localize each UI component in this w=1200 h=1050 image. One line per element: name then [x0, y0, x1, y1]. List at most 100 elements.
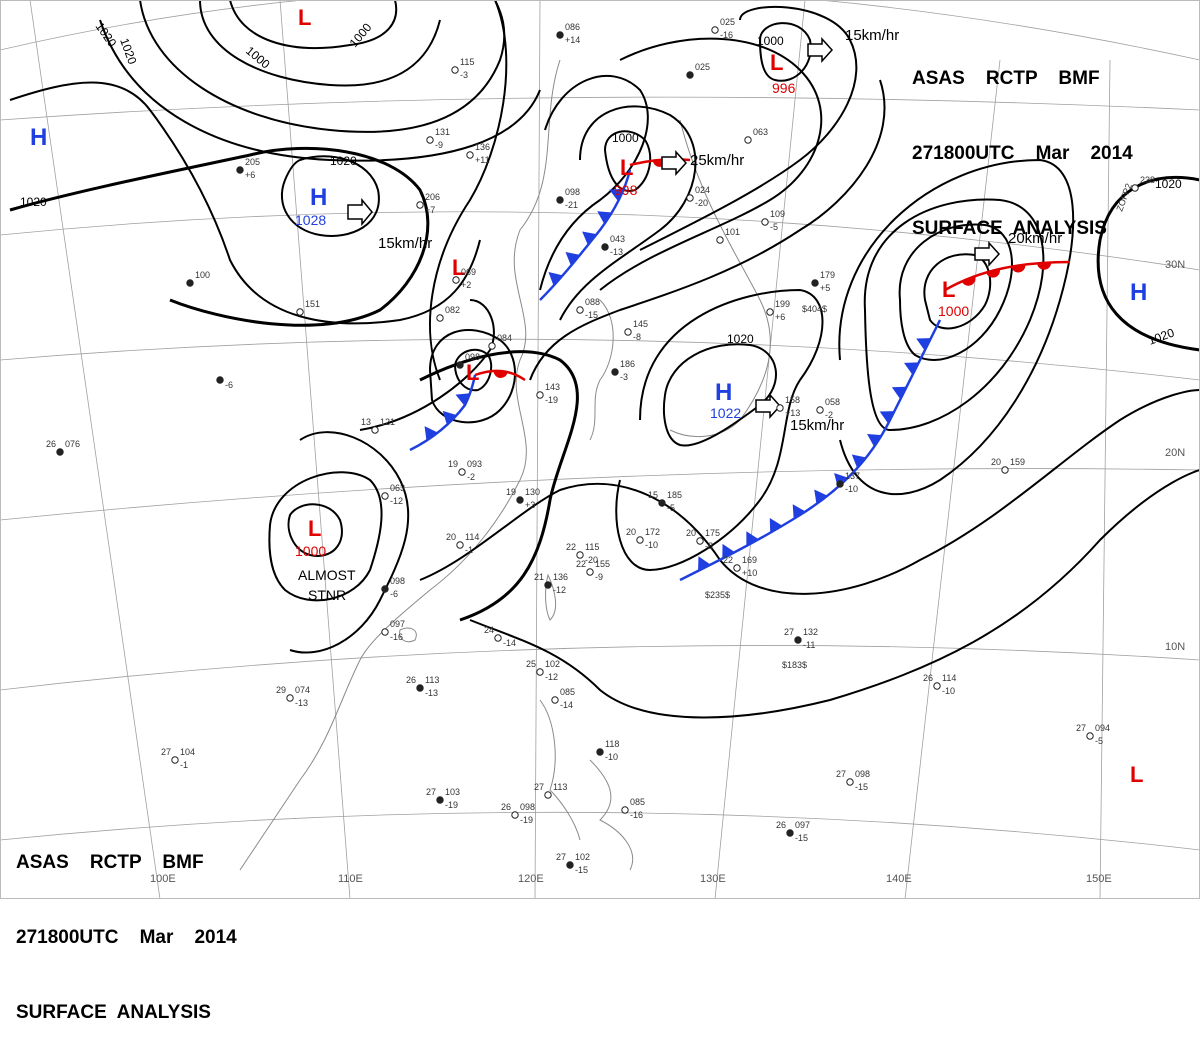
low-center-998-north-value: 998	[614, 182, 638, 198]
station-temperature: 27	[1076, 723, 1086, 733]
longitude-line-130e	[714, 0, 806, 899]
station-pressure: 088	[585, 297, 600, 307]
station-circle-icon	[466, 151, 474, 159]
station-temperature: 25	[526, 659, 536, 669]
station-plot: 186-3	[611, 359, 635, 382]
station-plot: 26 113 -13	[406, 675, 439, 698]
station-temperature: 19	[448, 459, 458, 469]
lon-label-120e: 120E	[518, 873, 544, 885]
isobar-1004-north-low	[199, 0, 441, 87]
isobar-label-2: 1000	[243, 44, 273, 72]
station-circle-icon	[556, 31, 564, 39]
station-plot: 179+5	[811, 270, 835, 293]
low-center-1000-south: L	[308, 516, 321, 541]
station-pressure: 155	[595, 559, 610, 569]
cold-front-triangle-icon	[891, 386, 907, 400]
station-circle-icon	[456, 361, 464, 369]
station-circle-icon	[786, 829, 794, 837]
station-circle-icon	[686, 71, 694, 79]
station-pressure-tendency: -3	[460, 70, 468, 80]
station-temperature: 26	[776, 820, 786, 830]
station-circle-icon	[744, 136, 752, 144]
station-pressure: 063	[390, 483, 405, 493]
station-pressure-tendency: -9	[435, 140, 443, 150]
station-plot: 206+7	[416, 192, 440, 215]
station-circle-icon	[371, 426, 379, 434]
station-circle-icon	[236, 166, 244, 174]
station-plot: 27 102 -15	[556, 852, 590, 875]
station-circle-icon	[576, 306, 584, 314]
station-pressure-tendency: -15	[795, 833, 808, 843]
high-center-east: H	[1130, 279, 1147, 306]
station-plot: 137-10	[836, 471, 860, 494]
symbol-text-2: $235$	[705, 590, 730, 600]
station-pressure-tendency: -14	[560, 700, 573, 710]
station-circle-icon	[458, 468, 466, 476]
low-center-996-value: 996	[772, 80, 796, 96]
station-pressure: 158	[785, 395, 800, 405]
station-plot: 063	[744, 127, 768, 144]
high-center-1028-value: 1028	[295, 212, 326, 228]
station-pressure: 084	[497, 333, 512, 343]
station-plot: 27 104 -1	[161, 747, 195, 770]
station-pressure: 136	[475, 142, 490, 152]
station-pressure-tendency: +3	[525, 500, 535, 510]
station-temperature: 26	[46, 439, 56, 449]
station-pressure-tendency: -19	[520, 815, 533, 825]
station-circle-icon	[611, 368, 619, 376]
station-circle-icon	[381, 585, 389, 593]
latitude-line-5n	[0, 811, 1200, 851]
isobar-ne-1	[599, 37, 823, 291]
station-plot: 025-16	[711, 17, 735, 40]
header-bottom-left-line-3: SURFACE ANALYSIS	[16, 1002, 211, 1023]
station-circle-icon	[711, 26, 719, 34]
cold-front-triangle-icon	[769, 518, 783, 533]
station-temperature: 27	[161, 747, 171, 757]
header-top-right-line-3: SURFACE ANALYSIS	[912, 218, 1107, 239]
station-plot: 043-13	[601, 234, 625, 257]
motion-arrow-1022-high	[755, 393, 782, 419]
station-pressure: 074	[295, 685, 310, 695]
station-circle-icon	[624, 328, 632, 336]
header-top-right-line-1: ASAS RCTP BMF	[912, 68, 1100, 89]
station-pressure-tendency: -8	[705, 541, 713, 551]
motion-arrow-996-low	[807, 37, 834, 63]
station-pressure: 115	[460, 57, 474, 67]
station-temperature: 20	[991, 457, 1001, 467]
motion-labels: 15km/hr 25km/hr 15km/hr 20km/hr 15km/hr	[378, 27, 1062, 434]
isobar-label-8: 1000	[757, 34, 784, 48]
station-plot: 22 115 -20	[566, 542, 599, 565]
station-pressure-tendency: -20	[695, 198, 708, 208]
lat-label-30n: 30N	[1165, 259, 1185, 271]
station-pressure: 098	[465, 352, 480, 362]
station-circle-icon	[1001, 466, 1009, 474]
station-pressure: 145	[633, 319, 648, 329]
cold-front-triangle-icon	[867, 433, 882, 447]
station-pressure: 097	[795, 820, 810, 830]
station-plot: 29 074 -13	[276, 685, 310, 708]
station-temperature: 27	[556, 852, 566, 862]
isobar-label-11: 1020	[93, 20, 120, 50]
station-pressure: 097	[390, 619, 405, 629]
station-pressure: 098	[565, 187, 580, 197]
isobar-label-7: 1020	[727, 332, 754, 346]
station-pressure-tendency: -10	[942, 686, 955, 696]
weather-map: H H 1028 H 1022 H L L 996 L 998 L L L 10…	[0, 0, 1200, 899]
station-plot: 098-6	[381, 576, 405, 599]
station-plot: 097-16	[381, 619, 405, 642]
station-pressure-tendency: -6	[225, 380, 233, 390]
isobar-label-9: 1020	[1155, 177, 1182, 191]
isobar-ne-2	[639, 5, 858, 251]
low-center-china: L	[452, 255, 465, 280]
station-circle-icon	[846, 778, 854, 786]
station-circle-icon	[1131, 184, 1139, 192]
station-pressure: 143	[545, 382, 560, 392]
hainan-island	[399, 627, 417, 643]
station-pressure: 118	[605, 739, 619, 749]
station-circle-icon	[488, 342, 496, 350]
station-circle-icon	[544, 581, 552, 589]
station-circle-icon	[436, 314, 444, 322]
station-circle-icon	[381, 492, 389, 500]
almost-stationary-note: ALMOST STNR	[298, 567, 356, 603]
station-plot: 19 093 -2	[448, 459, 482, 482]
